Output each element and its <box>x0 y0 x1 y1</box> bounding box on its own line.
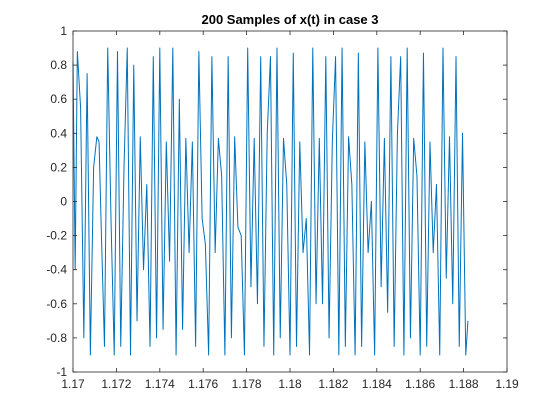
y-tick-label: -0.4 <box>46 263 67 277</box>
x-tick-label: 1.178 <box>232 377 262 391</box>
x-tick-label: 1.172 <box>101 377 131 391</box>
y-tick-label: 0.6 <box>50 92 67 106</box>
x-tick-label: 1.186 <box>405 377 435 391</box>
y-tick-label: 0.4 <box>50 126 67 140</box>
y-tick-label: 0 <box>60 195 67 209</box>
y-tick-label: -1 <box>56 365 67 379</box>
x-tick-label: 1.18 <box>278 377 302 391</box>
y-tick-label: -0.8 <box>46 331 67 345</box>
series-layer <box>72 47 469 356</box>
x-tick-label: 1.19 <box>495 377 519 391</box>
x-tick-label: 1.176 <box>188 377 218 391</box>
y-tick-label: 0.8 <box>50 58 67 72</box>
y-tick-label: -0.6 <box>46 297 67 311</box>
axes: 1.17 1.172 1.174 1.176 1.178 1.18 1.182 1.184 1.… <box>46 24 519 391</box>
series-line-0 <box>72 47 469 356</box>
chart-title: 200 Samples of x(t) in case 3 <box>201 12 378 27</box>
x-tick-label: 1.184 <box>362 377 392 391</box>
x-tick-label: 1.17 <box>61 377 85 391</box>
x-tick-label: 1.174 <box>145 377 175 391</box>
y-tick-label: 0.2 <box>50 160 67 174</box>
y-tick-label: 1 <box>60 24 67 38</box>
x-tick-label: 1.182 <box>318 377 348 391</box>
y-tick-label: -0.2 <box>46 229 67 243</box>
x-tick-label: 1.188 <box>449 377 479 391</box>
